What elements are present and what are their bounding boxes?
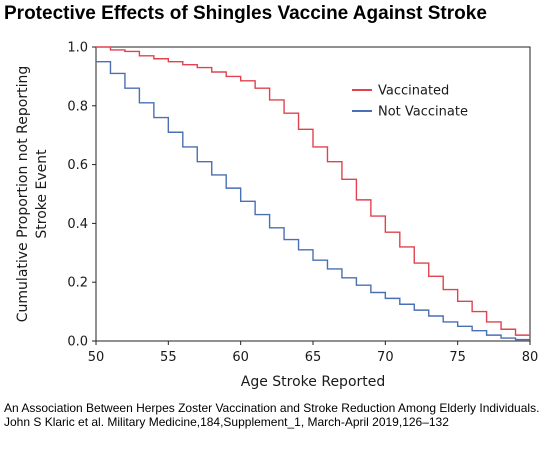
y-tick-label: 1.0 <box>67 41 88 56</box>
y-axis: 0.0 0.2 0.4 0.6 0.8 1.0 <box>67 41 96 350</box>
legend-label: Not Vaccinate <box>378 105 468 120</box>
x-axis: 50 55 60 65 70 75 80 <box>88 341 539 365</box>
series-line-not-vaccinate <box>96 61 530 341</box>
y-tick-label: 0.0 <box>67 335 88 350</box>
survival-chart: 50 55 60 65 70 75 80 0.0 0.2 0.4 0.6 0.8 1.0 Age St… <box>15 41 539 391</box>
x-tick-label: 70 <box>377 350 394 365</box>
plot-frame <box>95 46 531 342</box>
x-tick-label: 75 <box>449 350 466 365</box>
x-axis-title: Age Stroke Reported <box>241 374 386 390</box>
y-tick-label: 0.4 <box>67 217 88 232</box>
x-tick-label: 50 <box>88 350 105 365</box>
legend: Vaccinated Not Vaccinate <box>352 84 468 120</box>
legend-label: Vaccinated <box>378 84 449 99</box>
x-tick-label: 60 <box>232 350 249 365</box>
x-tick-label: 65 <box>305 350 322 365</box>
plot-area <box>95 46 531 342</box>
y-tick-label: 0.2 <box>67 276 88 291</box>
y-tick-label: 0.6 <box>67 158 88 173</box>
y-tick-label: 0.8 <box>67 99 88 114</box>
source-caption: An Association Between Herpes Zoster Vac… <box>4 401 540 429</box>
y-axis-title: Cumulative Proportion not Reporting Strok… <box>15 66 50 322</box>
chart-title: Protective Effects of Shingles Vaccine A… <box>4 3 487 24</box>
x-tick-label: 55 <box>160 350 177 365</box>
y-axis-title-line: Stroke Event <box>34 149 50 239</box>
x-tick-label: 80 <box>522 350 539 365</box>
series-layer <box>96 46 530 341</box>
y-axis-title-line: Cumulative Proportion not Reporting <box>15 66 31 322</box>
series-line-vaccinated <box>96 46 530 336</box>
